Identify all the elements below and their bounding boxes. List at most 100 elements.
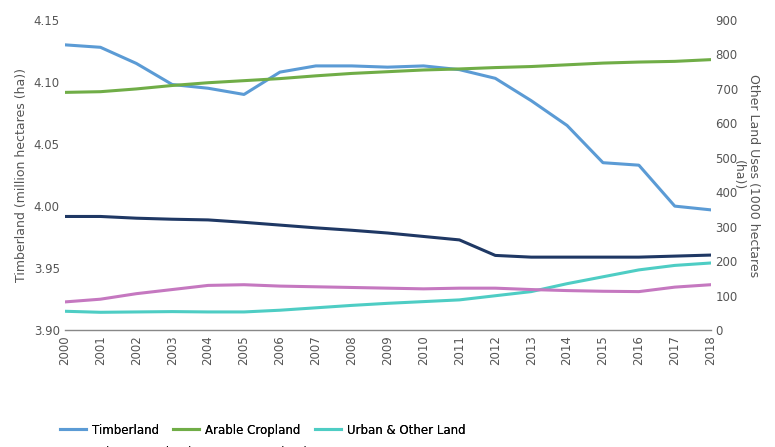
- Pastureland: [526, 254, 536, 260]
- Arable Cropland: [347, 71, 356, 76]
- Pastureland: [418, 234, 428, 239]
- Timberland: [455, 67, 464, 72]
- Other Forestland: [132, 291, 141, 296]
- Other Forestland: [347, 285, 356, 290]
- Urban & Other Land: [311, 305, 321, 311]
- Timberland: [418, 63, 428, 68]
- Arable Cropland: [239, 78, 249, 83]
- Urban & Other Land: [239, 309, 249, 315]
- Arable Cropland: [526, 64, 536, 69]
- Other Forestland: [670, 284, 680, 290]
- Pastureland: [563, 254, 572, 260]
- Timberland: [634, 163, 643, 168]
- Urban & Other Land: [418, 299, 428, 304]
- Other Forestland: [418, 286, 428, 291]
- Timberland: [60, 42, 69, 47]
- Other Forestland: [60, 299, 69, 305]
- Arable Cropland: [418, 67, 428, 73]
- Pastureland: [598, 254, 608, 260]
- Line: Other Forestland: Other Forestland: [64, 285, 711, 302]
- Arable Cropland: [634, 59, 643, 65]
- Arable Cropland: [132, 86, 141, 92]
- Urban & Other Land: [455, 297, 464, 303]
- Timberland: [383, 64, 392, 70]
- Urban & Other Land: [60, 308, 69, 314]
- Legend: Other Forestland, Pastureland: Other Forestland, Pastureland: [60, 446, 307, 447]
- Pastureland: [455, 237, 464, 243]
- Timberland: [275, 69, 284, 75]
- Other Forestland: [455, 286, 464, 291]
- Timberland: [132, 61, 141, 66]
- Other Forestland: [563, 288, 572, 293]
- Pastureland: [347, 228, 356, 233]
- Urban & Other Land: [383, 301, 392, 306]
- Pastureland: [167, 216, 177, 222]
- Other Forestland: [383, 286, 392, 291]
- Pastureland: [132, 215, 141, 221]
- Arable Cropland: [167, 83, 177, 88]
- Urban & Other Land: [706, 260, 715, 266]
- Line: Timberland: Timberland: [64, 45, 711, 210]
- Timberland: [706, 207, 715, 212]
- Timberland: [239, 92, 249, 97]
- Pastureland: [239, 219, 249, 225]
- Arable Cropland: [706, 57, 715, 62]
- Timberland: [311, 63, 321, 68]
- Other Forestland: [598, 289, 608, 294]
- Pastureland: [204, 217, 213, 223]
- Arable Cropland: [670, 59, 680, 64]
- Y-axis label: Other Land Uses (1000 hectares
(ha)): Other Land Uses (1000 hectares (ha)): [732, 74, 760, 277]
- Arable Cropland: [455, 66, 464, 72]
- Urban & Other Land: [132, 309, 141, 315]
- Timberland: [167, 82, 177, 87]
- Urban & Other Land: [670, 263, 680, 268]
- Arable Cropland: [491, 65, 500, 70]
- Y-axis label: Timberland (million hectares (ha)): Timberland (million hectares (ha)): [15, 68, 28, 282]
- Arable Cropland: [60, 90, 69, 95]
- Pastureland: [670, 253, 680, 259]
- Urban & Other Land: [563, 281, 572, 287]
- Arable Cropland: [96, 89, 105, 94]
- Urban & Other Land: [347, 303, 356, 308]
- Other Forestland: [96, 296, 105, 302]
- Urban & Other Land: [491, 293, 500, 299]
- Pastureland: [275, 223, 284, 228]
- Pastureland: [491, 253, 500, 258]
- Urban & Other Land: [96, 310, 105, 315]
- Arable Cropland: [275, 76, 284, 81]
- Timberland: [670, 203, 680, 209]
- Line: Arable Cropland: Arable Cropland: [64, 59, 711, 93]
- Line: Pastureland: Pastureland: [64, 216, 711, 257]
- Other Forestland: [526, 287, 536, 292]
- Pastureland: [634, 254, 643, 260]
- Pastureland: [383, 230, 392, 236]
- Pastureland: [706, 253, 715, 258]
- Urban & Other Land: [526, 289, 536, 294]
- Arable Cropland: [383, 69, 392, 74]
- Timberland: [96, 45, 105, 50]
- Timberland: [204, 85, 213, 91]
- Other Forestland: [491, 286, 500, 291]
- Other Forestland: [275, 283, 284, 289]
- Urban & Other Land: [167, 309, 177, 314]
- Arable Cropland: [311, 73, 321, 79]
- Pastureland: [60, 214, 69, 219]
- Timberland: [491, 76, 500, 81]
- Timberland: [526, 98, 536, 103]
- Line: Urban & Other Land: Urban & Other Land: [64, 263, 711, 312]
- Urban & Other Land: [275, 308, 284, 313]
- Other Forestland: [239, 282, 249, 287]
- Arable Cropland: [598, 60, 608, 66]
- Other Forestland: [167, 287, 177, 292]
- Other Forestland: [204, 283, 213, 288]
- Arable Cropland: [563, 62, 572, 67]
- Arable Cropland: [204, 80, 213, 85]
- Timberland: [347, 63, 356, 68]
- Other Forestland: [706, 282, 715, 287]
- Urban & Other Land: [204, 309, 213, 315]
- Other Forestland: [634, 289, 643, 294]
- Urban & Other Land: [598, 274, 608, 279]
- Other Forestland: [311, 284, 321, 290]
- Urban & Other Land: [634, 267, 643, 273]
- Pastureland: [96, 214, 105, 219]
